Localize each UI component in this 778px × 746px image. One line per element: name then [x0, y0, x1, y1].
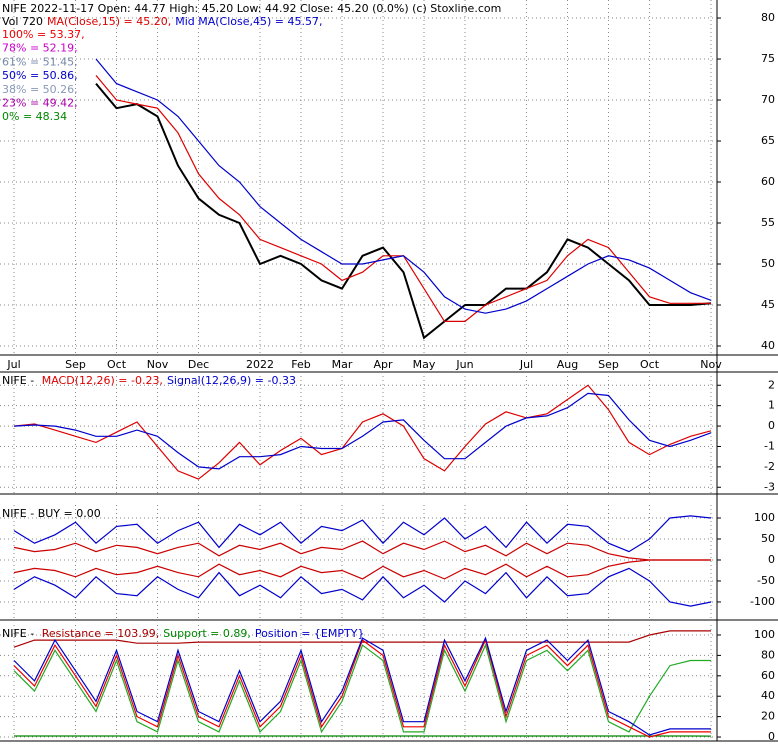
y-tick-label: -3 [764, 480, 775, 493]
y-tick-label: 2 [768, 378, 775, 391]
y-tick-label: 60 [761, 669, 775, 682]
series-line [13, 636, 711, 736]
legend: NIFE - MACD(12,26) = -0.23, Signal(12,26,… [2, 374, 296, 387]
y-tick-label: 80 [761, 648, 775, 661]
y-tick-label: 0 [768, 553, 775, 566]
legend-entry: NIFE - BUY = 0.00 [2, 507, 101, 520]
series-line [95, 58, 712, 314]
legend-entry: NIFE - [2, 627, 38, 640]
y-tick-label: 75 [761, 52, 775, 65]
series-line [13, 392, 712, 470]
y-tick-label: -1 [764, 439, 775, 452]
legend: NIFE - Resistance = 103.99, Support = 0.8… [2, 627, 364, 640]
y-tick-label: 80 [761, 11, 775, 24]
series-line [13, 638, 711, 738]
legend-entry: Position = {EMPTY} [255, 627, 365, 640]
series-line [95, 82, 712, 340]
y-tick-label: 40 [761, 339, 775, 352]
legend-entry: MA(Close,15) = 45.20, [47, 15, 171, 28]
legend-entry: Resistance = 103.99, [42, 627, 159, 640]
level-label: 61% = 51.45, [2, 55, 78, 68]
level-label: 100% = 53.37, [2, 28, 85, 41]
level-label: 50% = 50.86, [2, 69, 78, 82]
series-line [13, 630, 711, 648]
y-tick-label: 0 [768, 419, 775, 432]
x-tick-label: Jun [455, 358, 473, 371]
y-tick-label: 65 [761, 134, 775, 147]
x-tick-label: Nov [700, 358, 722, 371]
y-tick-label: 50 [761, 532, 775, 545]
legend-entry: Signal(12,26,9) = -0.33 [167, 374, 296, 387]
y-tick-label: 0 [768, 730, 775, 743]
x-tick-label: Jul [6, 358, 20, 371]
x-tick-label: 2022 [246, 358, 274, 371]
legend: Vol 720 MA(Close,15) = 45.20, Mid MA(Close… [2, 15, 323, 28]
legend-entry: MACD(12,26) = -0.23, [42, 374, 163, 387]
y-tick-label: 50 [761, 257, 775, 270]
y-tick-label: 70 [761, 93, 775, 106]
x-tick-label: Dec [188, 358, 209, 371]
legend-entry: Support = 0.89, [163, 627, 251, 640]
y-tick-label: 100 [754, 511, 775, 524]
x-tick-label: Oct [107, 358, 127, 371]
legend-entry: Vol 720 [2, 15, 43, 28]
series-line [13, 515, 712, 553]
x-tick-label: Apr [373, 358, 393, 371]
level-label: 0% = 48.34 [2, 110, 67, 123]
y-tick-label: 20 [761, 710, 775, 723]
x-tick-label: Nov [147, 358, 169, 371]
series-line [13, 559, 711, 580]
x-tick-label: Sep [598, 358, 619, 371]
y-tick-label: 60 [761, 175, 775, 188]
y-tick-label: -100 [750, 595, 775, 608]
level-label: 23% = 49.42, [2, 97, 78, 110]
legend-entry: Mid MA(Close,45) = 45.57, [175, 15, 322, 28]
legend-entry: NIFE - [2, 374, 38, 387]
y-tick-label: -50 [757, 574, 775, 587]
y-tick-label: 1 [768, 399, 775, 412]
y-tick-label: -2 [764, 460, 775, 473]
x-tick-label: Sep [65, 358, 86, 371]
series-line [13, 643, 711, 734]
header: NIFE 2022-11-17 Open: 44.77 High: 45.20 … [2, 2, 501, 15]
y-tick-label: 45 [761, 298, 775, 311]
series-line [13, 384, 712, 480]
y-tick-label: 55 [761, 216, 775, 229]
level-label: 78% = 52.19, [2, 42, 78, 55]
x-tick-label: May [413, 358, 436, 371]
x-tick-label: Mar [332, 358, 353, 371]
x-tick-label: Aug [557, 358, 578, 371]
header-text: NIFE 2022-11-17 Open: 44.77 High: 45.20 … [2, 2, 501, 15]
y-tick-label: 40 [761, 689, 775, 702]
series-line [13, 540, 711, 561]
level-label: 38% = 50.26, [2, 83, 78, 96]
series-line [13, 567, 712, 607]
x-tick-label: Jul [519, 358, 533, 371]
x-tick-label: Feb [291, 358, 310, 371]
x-tick-label: Oct [640, 358, 660, 371]
legend: NIFE - BUY = 0.00 [2, 507, 101, 520]
y-tick-label: 100 [754, 628, 775, 641]
